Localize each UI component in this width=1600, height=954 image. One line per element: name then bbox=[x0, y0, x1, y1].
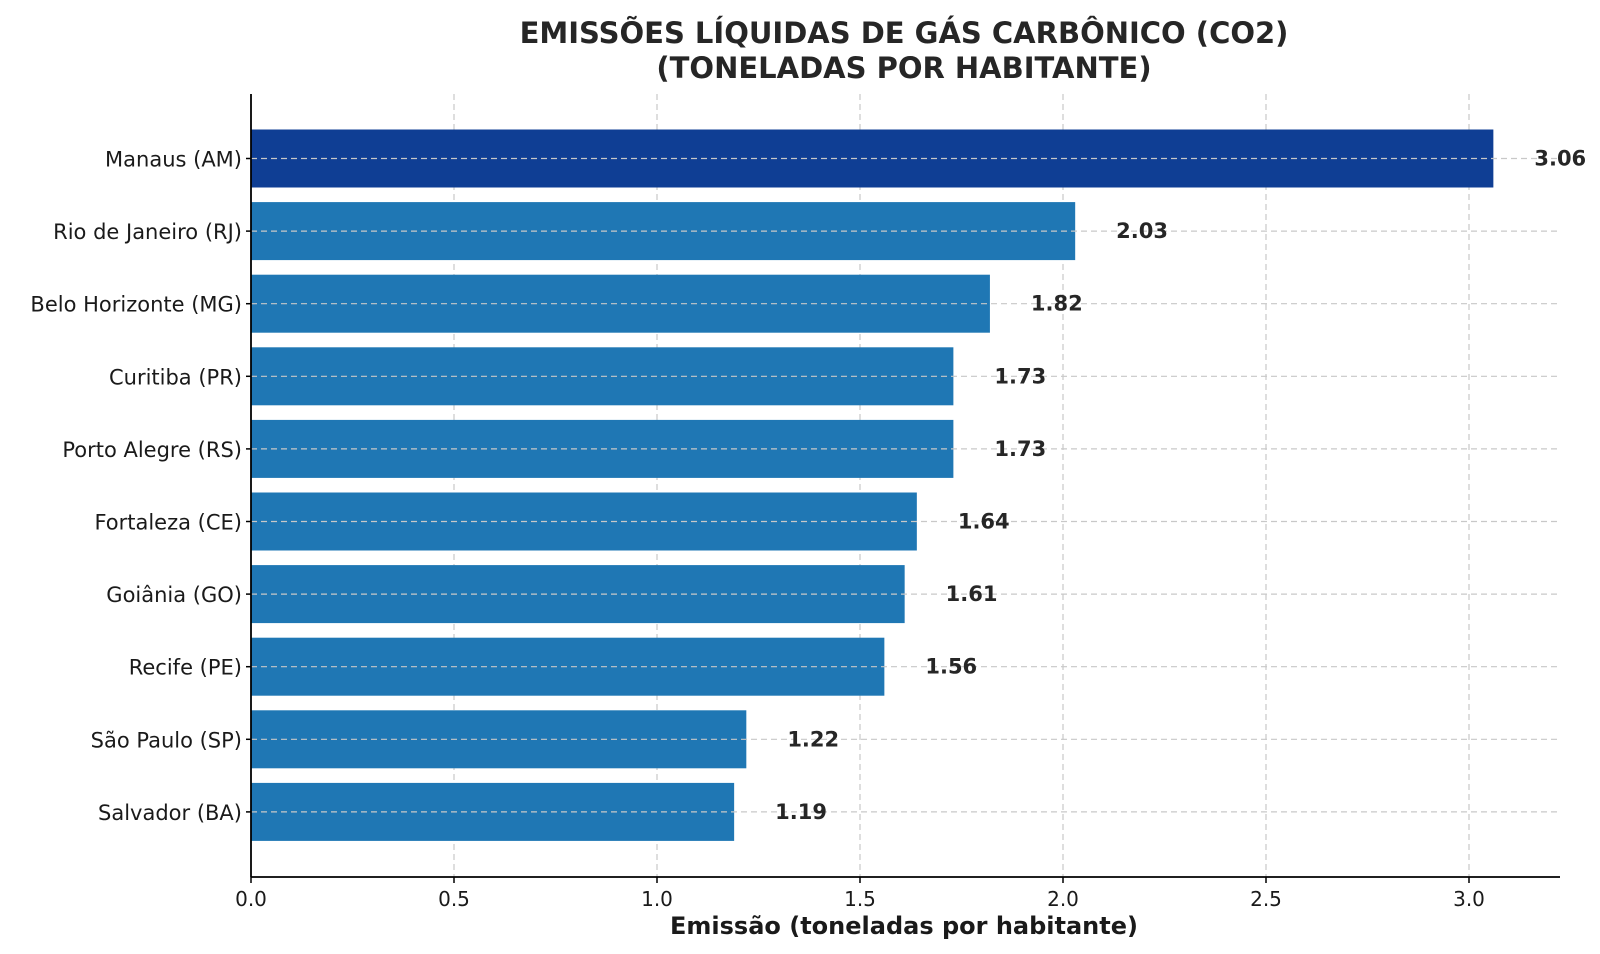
bar-value-label: 1.64 bbox=[958, 510, 1010, 534]
category-label: Salvador (BA) bbox=[98, 801, 242, 825]
x-tick-label: 2.5 bbox=[1250, 887, 1282, 911]
x-tick-label: 1.0 bbox=[641, 887, 673, 911]
category-label: Belo Horizonte (MG) bbox=[30, 293, 242, 317]
axes bbox=[246, 94, 1560, 883]
x-tick-label: 1.5 bbox=[844, 887, 876, 911]
bar-value-label: 1.56 bbox=[925, 655, 977, 679]
x-tick-label: 0.0 bbox=[235, 887, 267, 911]
chart-title-line-2: (TONELADAS POR HABITANTE) bbox=[656, 51, 1151, 85]
bar-value-label: 1.73 bbox=[994, 437, 1046, 461]
category-label: Goiânia (GO) bbox=[106, 583, 242, 607]
labels: EMISSÕES LÍQUIDAS DE GÁS CARBÔNICO (CO2)… bbox=[30, 16, 1586, 940]
bar-value-label: 3.06 bbox=[1534, 147, 1586, 171]
category-label: Recife (PE) bbox=[129, 656, 242, 680]
x-tick-label: 3.0 bbox=[1453, 887, 1485, 911]
x-tick-label: 2.0 bbox=[1047, 887, 1079, 911]
category-label: Curitiba (PR) bbox=[109, 365, 242, 389]
bars bbox=[251, 129, 1560, 841]
category-label: Rio de Janeiro (RJ) bbox=[53, 220, 242, 244]
category-label: Manaus (AM) bbox=[105, 148, 242, 172]
bar-value-label: 1.19 bbox=[775, 800, 827, 824]
category-label: Fortaleza (CE) bbox=[94, 511, 242, 535]
x-tick-label: 0.5 bbox=[438, 887, 470, 911]
chart-title-line-1: EMISSÕES LÍQUIDAS DE GÁS CARBÔNICO (CO2) bbox=[520, 16, 1289, 50]
category-label: São Paulo (SP) bbox=[91, 728, 242, 752]
bar-value-label: 1.82 bbox=[1031, 292, 1083, 316]
bar-value-label: 2.03 bbox=[1116, 219, 1168, 243]
bar-value-label: 1.22 bbox=[787, 727, 839, 751]
x-axis-label: Emissão (toneladas por habitante) bbox=[670, 912, 1138, 940]
category-label: Porto Alegre (RS) bbox=[62, 438, 242, 462]
bar-value-label: 1.73 bbox=[994, 364, 1046, 388]
bar-value-label: 1.61 bbox=[946, 582, 998, 606]
